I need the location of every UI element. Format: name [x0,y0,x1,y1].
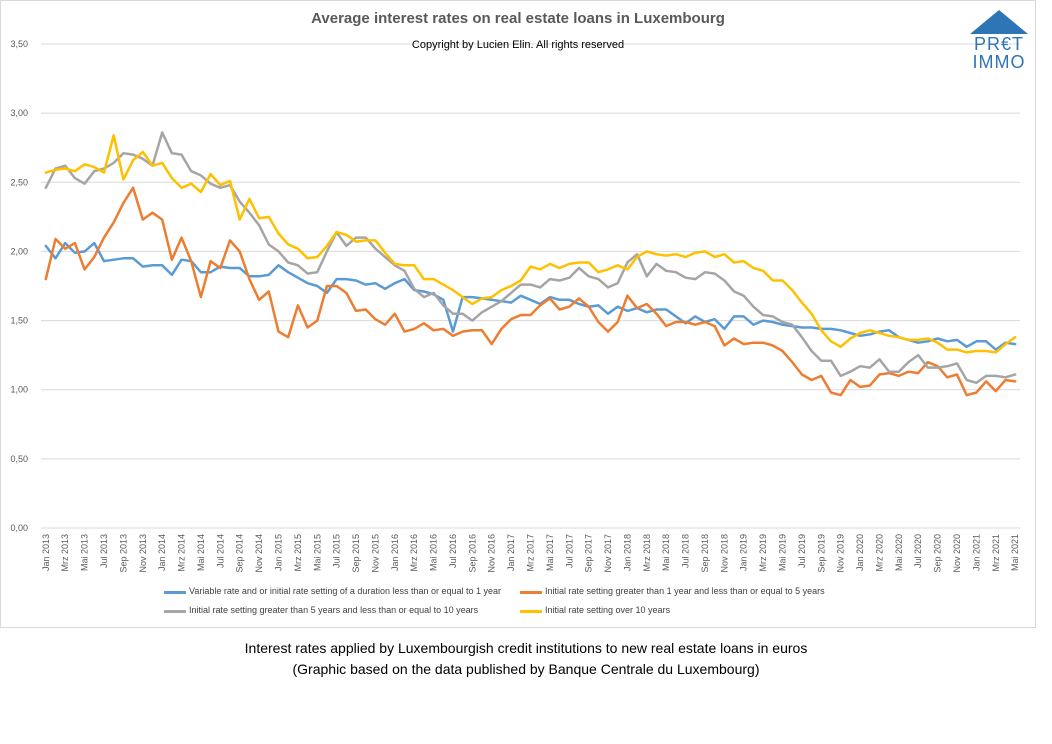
x-tick-label: Mai 2018 [661,534,671,571]
caption-line-1: Interest rates applied by Luxembourgish … [244,640,808,656]
series-lines [44,131,1017,397]
x-tick-label: Nov 2017 [603,534,613,573]
legend-swatch-variable [164,591,186,594]
series-over-10y-line [44,134,1017,354]
x-tick-label: Jul 2013 [99,534,109,568]
y-axis-ticks: 0,00 0,50 1,00 1,50 2,00 2,50 3,00 3,50 [10,39,28,533]
copyright-note: Copyright by Lucien Elin. All rights res… [411,39,625,51]
legend-label-variable: Variable rate and or initial rate settin… [189,586,502,596]
x-tick-label: Sep 2013 [118,534,128,573]
series-5-10y-line [44,131,1017,385]
x-tick-label: Mai 2014 [196,534,206,571]
y-tick-label: 0,50 [10,454,28,464]
y-tick-label: 2,00 [10,246,28,256]
y-tick-label: 3,50 [10,39,28,49]
y-tick-label: 3,00 [10,108,28,118]
house-roof-icon [970,10,1028,34]
chart-frame [0,0,1036,628]
x-tick-label: Jul 2019 [797,534,807,568]
x-tick-label: Nov 2014 [254,534,264,573]
x-tick-label: Mai 2021 [1010,534,1020,571]
x-tick-label: Jul 2014 [215,534,225,568]
x-tick-label: Nov 2018 [719,534,729,573]
x-tick-label: Mrz 2014 [177,534,187,572]
legend-label-5-10y: Initial rate setting greater than 5 year… [189,605,479,615]
x-tick-label: Jul 2015 [332,534,342,568]
x-tick-label: Nov 2013 [138,534,148,573]
y-tick-label: 1,50 [10,316,28,326]
x-tick-label: Jan 2021 [971,534,981,571]
x-tick-label: Nov 2016 [487,534,497,573]
x-tick-label: Mrz 2013 [60,534,70,572]
chart-svg: 0,00 0,50 1,00 1,50 2,00 2,50 3,00 3,50 Jan 201… [10,39,1020,573]
x-tick-label: Mrz 2016 [409,534,419,572]
x-tick-label: Nov 2020 [952,534,962,573]
x-tick-label: Mrz 2020 [874,534,884,572]
x-tick-label: Mrz 2015 [293,534,303,572]
x-tick-label: Mrz 2021 [991,534,1001,572]
y-tick-label: 1,00 [10,385,28,395]
series-1-5y-line [44,186,1017,397]
x-tick-label: Sep 2018 [700,534,710,573]
x-tick-label: Mai 2016 [429,534,439,571]
x-tick-label: Jan 2019 [739,534,749,571]
caption-line-2: (Graphic based on the data published by … [292,661,760,677]
x-tick-label: Jan 2016 [390,534,400,571]
legend-swatch-5-10y [164,610,186,613]
y-tick-label: 2,50 [10,177,28,187]
y-tick-label: 0,00 [10,523,28,533]
x-tick-label: Sep 2019 [816,534,826,573]
x-tick-label: Mrz 2019 [758,534,768,572]
x-tick-label: Jul 2018 [681,534,691,568]
legend-swatch-1-5y [520,591,542,594]
pret-immo-logo: PR€T IMMO [968,10,1030,72]
x-tick-label: Mai 2015 [312,534,322,571]
x-tick-label: Nov 2019 [836,534,846,573]
x-tick-label: Jul 2016 [448,534,458,568]
x-tick-label: Mrz 2017 [526,534,536,572]
gridlines [41,43,1020,529]
x-tick-label: Jan 2017 [506,534,516,571]
x-tick-label: Mai 2013 [80,534,90,571]
x-tick-label: Sep 2014 [235,534,245,573]
legend-label-over-10y: Initial rate setting over 10 years [545,605,671,615]
x-tick-label: Mai 2017 [545,534,555,571]
x-tick-label: Mrz 2018 [642,534,652,572]
x-tick-label: Sep 2016 [467,534,477,573]
x-tick-label: Mai 2020 [894,534,904,571]
x-tick-label: Jan 2020 [855,534,865,571]
x-axis-ticks: Jan 2013 Mrz 2013 Mai 2013 Jul 2013 Sep 2013… [41,534,1020,573]
x-tick-label: Jan 2015 [273,534,283,571]
x-tick-label: Jul 2017 [564,534,574,568]
x-tick-label: Sep 2020 [933,534,943,573]
x-tick-label: Jan 2014 [157,534,167,571]
x-tick-label: Sep 2015 [351,534,361,573]
x-tick-label: Sep 2017 [584,534,594,573]
x-tick-label: Jul 2020 [913,534,923,568]
x-tick-label: Nov 2015 [370,534,380,573]
x-tick-label: Mai 2019 [778,534,788,571]
x-tick-label: Jan 2018 [622,534,632,571]
logo-line1: PR€T [973,34,1024,54]
logo-line2: IMMO [972,52,1026,72]
chart-title: Average interest rates on real estate lo… [311,10,725,27]
legend-label-1-5y: Initial rate setting greater than 1 year… [545,586,825,596]
legend-swatch-over-10y [520,610,542,613]
x-tick-label: Jan 2013 [41,534,51,571]
